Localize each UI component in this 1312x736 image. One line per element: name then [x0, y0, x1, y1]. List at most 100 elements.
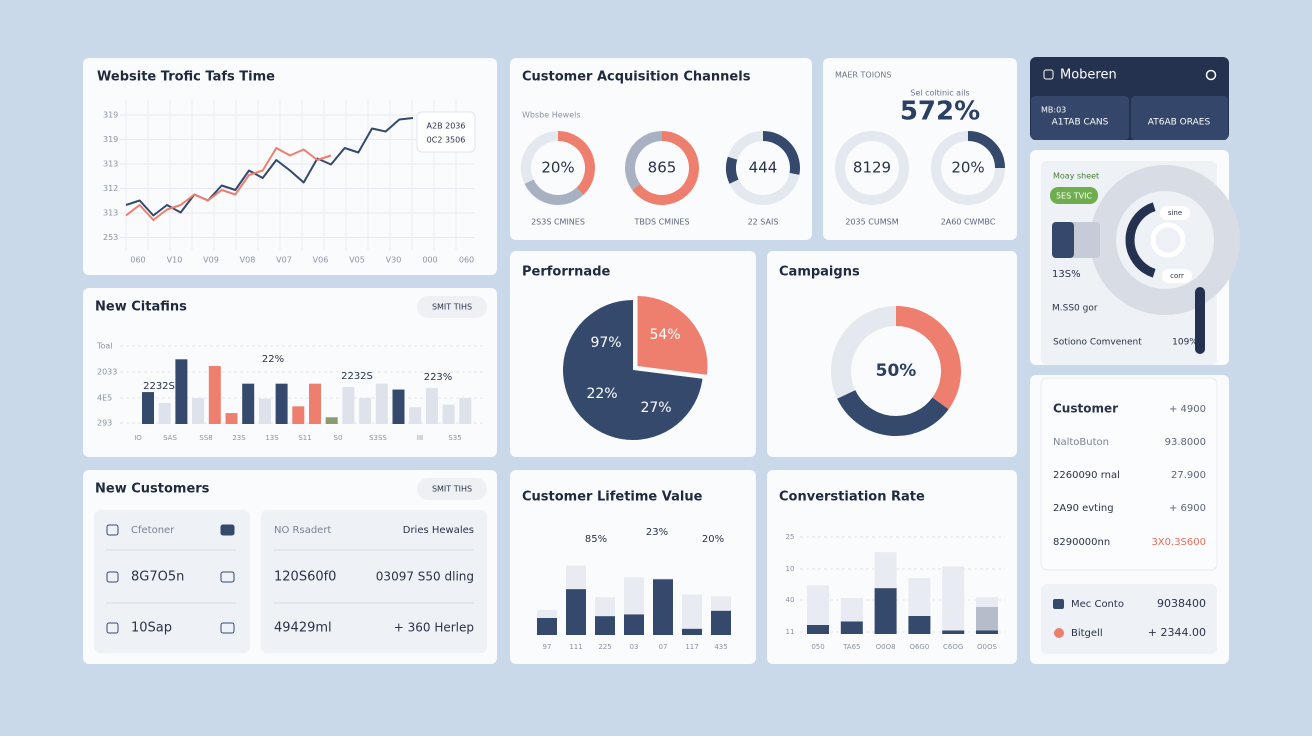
- donut-segment: [931, 131, 1005, 205]
- annotation: 223%: [424, 372, 453, 383]
- menu-button[interactable]: [1031, 96, 1129, 140]
- x-label: C6OG: [943, 643, 963, 651]
- x-label: V30: [386, 256, 402, 265]
- panel-title: New Citafins: [95, 300, 187, 315]
- donut-center: 8129: [853, 159, 891, 177]
- x-label: 23S: [232, 434, 246, 442]
- panel-title: New Customers: [95, 482, 210, 497]
- y-label: 4E5: [97, 394, 112, 403]
- x-label: V05: [349, 256, 365, 265]
- caption: Sel coltinic ails: [910, 89, 969, 98]
- y-label: 319: [103, 111, 118, 120]
- bar-fill: [1052, 222, 1074, 258]
- donut-segment: [726, 156, 739, 184]
- donut-footer: TBDS CMINES: [633, 218, 689, 227]
- bar-segment: [908, 616, 931, 634]
- x-label: O6G0: [909, 643, 929, 651]
- panel-title: Perforrnade: [522, 265, 610, 280]
- bar: [158, 403, 171, 424]
- bar: [292, 406, 305, 424]
- row-text: NO Rsadert: [274, 525, 331, 536]
- list-label: 2A90 evting: [1053, 503, 1114, 514]
- bar-segment: [976, 630, 998, 634]
- bar-segment: [653, 578, 673, 580]
- bar: [392, 389, 405, 424]
- bar: [142, 392, 154, 424]
- bar: [425, 387, 438, 424]
- y-label: 253: [103, 233, 118, 242]
- card: [83, 58, 497, 275]
- line-series: [125, 117, 414, 217]
- x-label: 060: [459, 256, 474, 265]
- bar: [225, 413, 238, 424]
- donut-segment: [762, 131, 800, 175]
- bar-segment: [807, 585, 829, 625]
- ring: [1090, 165, 1240, 315]
- summary-label: MAER TOIONS: [835, 71, 891, 80]
- footer-value: 109%: [1172, 338, 1198, 348]
- row-icon: [220, 571, 235, 583]
- bar-segment: [682, 628, 702, 635]
- donut-segment: [521, 131, 559, 184]
- bar-segment: [807, 625, 829, 634]
- pie-slice: [637, 296, 708, 375]
- subtitle: Wbsbe Hewels: [522, 111, 581, 120]
- panel-title: Converstiation Rate: [779, 490, 925, 505]
- list-label: 2260090 rnal: [1053, 470, 1120, 481]
- annotation: 2232S: [341, 371, 373, 382]
- bar-segment: [711, 596, 731, 611]
- bar: [375, 383, 388, 424]
- donut-center: 50%: [876, 361, 917, 381]
- donut-center: 20%: [541, 159, 574, 177]
- donut-segment: [837, 389, 949, 436]
- donut-footer: 2A60 CWMBC: [941, 218, 996, 227]
- pie-label: 54%: [649, 327, 680, 343]
- row-text: 03097 S50 dling: [376, 570, 474, 584]
- donut-segment: [967, 131, 1005, 169]
- button[interactable]: [417, 296, 487, 318]
- pie-label: 97%: [590, 335, 621, 351]
- list-value: + 2344.00: [1148, 626, 1206, 639]
- y-label: 40: [786, 596, 795, 604]
- y-label: Toal: [96, 342, 113, 351]
- donut-segment: [831, 306, 897, 399]
- x-label: 07: [659, 643, 668, 651]
- stat: 13S%: [1052, 269, 1081, 280]
- tag: [1160, 206, 1190, 220]
- list-card: [1041, 584, 1217, 654]
- bar: [342, 387, 355, 424]
- bar: [275, 383, 288, 424]
- y-label: 25: [786, 533, 795, 541]
- row-icon: [106, 524, 119, 536]
- button-label: SMIT TIHS: [432, 303, 472, 312]
- bar-segment: [942, 630, 965, 634]
- settings-icon[interactable]: [1205, 69, 1217, 81]
- x-label: S0: [334, 434, 343, 442]
- button[interactable]: [417, 478, 487, 500]
- x-label: 13S: [265, 434, 279, 442]
- x-label: S11: [298, 434, 311, 442]
- pie-slice: [563, 300, 703, 440]
- list-label: Bitgell: [1071, 628, 1103, 639]
- menu-button[interactable]: [1131, 96, 1228, 140]
- x-label: IO: [134, 434, 142, 442]
- row-text: 10Sap: [131, 621, 172, 636]
- x-label: 050: [811, 643, 824, 651]
- panel-title: Customer Acquisition Channels: [522, 70, 751, 85]
- pill: [1050, 187, 1098, 204]
- bar-segment: [874, 552, 897, 589]
- tag-label: sine: [1168, 209, 1182, 217]
- list-value: 27.900: [1171, 470, 1206, 481]
- bar-segment: [537, 617, 557, 635]
- panel-title: Customer Lifetime Value: [522, 490, 703, 505]
- annotation: 20%: [702, 534, 724, 545]
- line-series: [125, 147, 332, 221]
- button-label: SMIT TIHS: [432, 485, 472, 494]
- annotation: 85%: [585, 534, 607, 545]
- bar: [175, 359, 188, 424]
- x-label: III: [417, 434, 423, 442]
- annotation: 23%: [646, 527, 668, 538]
- bar: [258, 398, 271, 424]
- bar-segment: [595, 597, 615, 617]
